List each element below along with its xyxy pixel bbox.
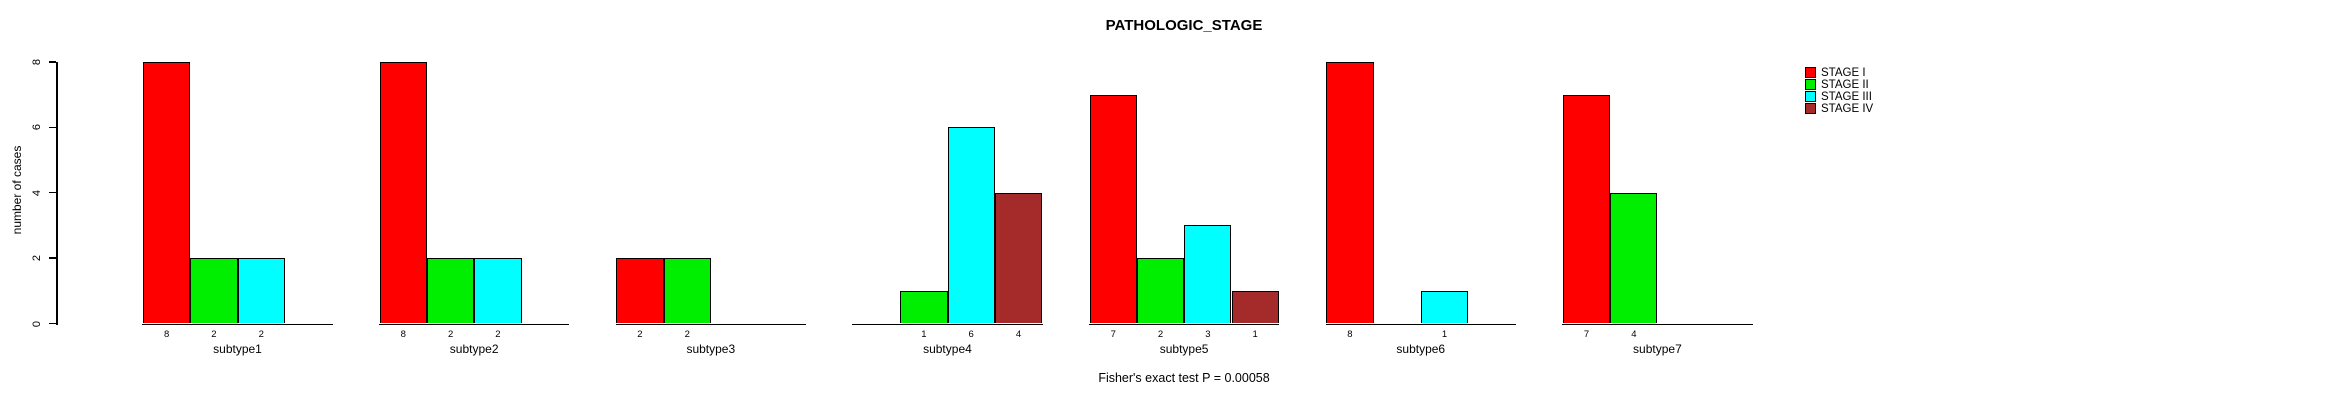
- y-tick: [48, 61, 56, 63]
- bar-value-label: 3: [1205, 328, 1211, 340]
- bar-value-label: 1: [1441, 328, 1448, 340]
- bar-value-label: 2: [684, 328, 690, 340]
- y-tick: [48, 322, 56, 325]
- bar-stage-iii: [1184, 225, 1232, 324]
- bar-stage-iii: [237, 258, 285, 324]
- x-axis-line: [378, 323, 570, 325]
- bar-stage-iii: [474, 258, 522, 324]
- bar-value-label: 8: [1347, 328, 1353, 340]
- y-tick-label: 0: [31, 320, 43, 327]
- bar-stage-ii: [900, 290, 948, 324]
- bar-value-label: 2: [447, 328, 454, 340]
- category-label: subtype3: [686, 342, 736, 356]
- bar-value-label: 2: [495, 328, 501, 340]
- bar-stage-i: [143, 61, 191, 324]
- bar-value-label: 6: [968, 328, 974, 340]
- category-label: subtype4: [923, 342, 972, 356]
- bar-stage-ii: [190, 258, 238, 324]
- bar-value-label: 2: [637, 328, 643, 340]
- bar-value-label: 2: [1157, 328, 1164, 340]
- fisher-test-annotation: Fisher's exact test P = 0.00058: [1098, 371, 1270, 385]
- bar-stage-iv: [1231, 290, 1279, 324]
- bar-value-label: 8: [163, 328, 170, 340]
- x-axis-line: [1088, 323, 1280, 325]
- bar-value-label: 8: [400, 328, 406, 340]
- bar-value-label: 2: [211, 328, 217, 340]
- bar-value-label: 7: [1583, 328, 1590, 340]
- y-axis-line: [56, 61, 58, 325]
- legend-swatch-stage-iv: [1805, 103, 1816, 115]
- bar-value-label: 4: [1015, 328, 1022, 340]
- category-label: subtype7: [1633, 342, 1682, 356]
- y-tick: [48, 191, 56, 194]
- bar-stage-ii: [1610, 192, 1658, 324]
- bar-stage-iii: [1420, 290, 1469, 324]
- bar-value-label: 7: [1110, 328, 1116, 340]
- y-tick-label: 8: [31, 58, 43, 65]
- legend-label: STAGE I: [1821, 66, 1866, 79]
- legend-label: STAGE II: [1821, 78, 1869, 91]
- legend-swatch-stage-ii: [1805, 79, 1816, 91]
- bar-stage-ii: [426, 258, 475, 324]
- y-tick-label: 4: [31, 189, 43, 196]
- bar-stage-i: [1562, 94, 1611, 324]
- chart-title: PATHOLOGIC_STAGE: [1105, 17, 1263, 34]
- bar-stage-i: [616, 258, 664, 324]
- y-tick-label: 6: [31, 124, 43, 131]
- bar-value-label: 1: [921, 328, 927, 340]
- category-label: subtype1: [213, 342, 262, 356]
- category-label: subtype6: [1396, 342, 1446, 356]
- legend-label: STAGE III: [1821, 90, 1872, 103]
- category-label: subtype5: [1159, 342, 1209, 356]
- legend-swatch-stage-i: [1805, 67, 1816, 79]
- y-axis-label: number of cases: [10, 145, 24, 235]
- y-tick-label: 2: [31, 255, 43, 262]
- bar-stage-i: [379, 61, 427, 324]
- x-axis-line: [1562, 323, 1753, 325]
- bar-stage-i: [1326, 61, 1374, 324]
- category-label: subtype2: [449, 342, 499, 356]
- x-axis-line: [615, 323, 807, 325]
- bar-stage-ii: [1136, 258, 1185, 324]
- x-axis-line: [1325, 323, 1516, 325]
- bar-stage-ii: [663, 258, 711, 324]
- x-axis-line: [852, 323, 1043, 325]
- bar-stage-iv: [994, 192, 1043, 324]
- legend-swatch-stage-iii: [1805, 91, 1816, 103]
- y-tick: [48, 126, 56, 129]
- y-tick: [48, 257, 56, 259]
- bar-stage-iii: [947, 127, 995, 324]
- legend-label: STAGE IV: [1821, 102, 1874, 115]
- bar-value-label: 2: [258, 328, 264, 340]
- bar-stage-i: [1089, 94, 1137, 324]
- x-axis-line: [142, 323, 333, 325]
- bar-value-label: 4: [1631, 328, 1637, 340]
- bar-value-label: 1: [1252, 328, 1258, 340]
